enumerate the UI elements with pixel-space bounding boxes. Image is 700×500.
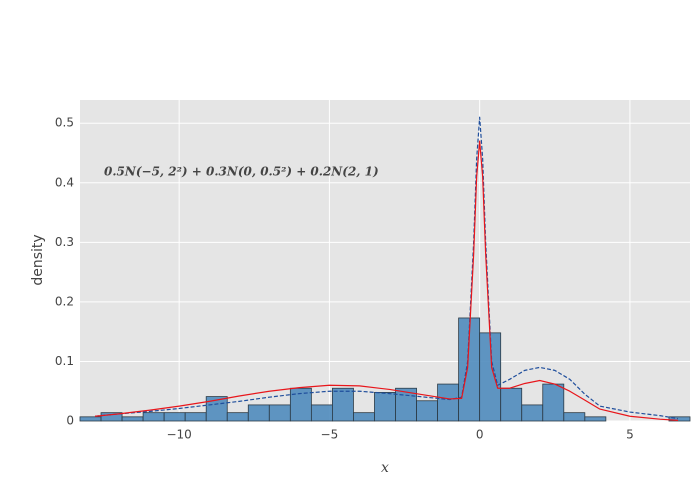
histogram-bar xyxy=(416,400,438,422)
histogram-bar xyxy=(521,404,544,422)
x-tick-label: 5 xyxy=(626,428,634,442)
y-tick-label: 0.4 xyxy=(55,175,74,189)
plot-background xyxy=(80,100,690,421)
histogram-bar xyxy=(500,387,523,422)
annotation: 0.5N(−5, 2²) + 0.3N(0, 0.5²) + 0.2N(2, 1… xyxy=(104,165,379,179)
y-tick-label: 0.3 xyxy=(55,235,74,249)
grid xyxy=(80,100,690,422)
histogram-bar xyxy=(353,412,375,422)
histogram-bar xyxy=(163,412,186,422)
x-tick-label: −10 xyxy=(166,428,191,442)
marks xyxy=(79,116,691,422)
histogram-bar xyxy=(121,416,144,422)
histogram-bar xyxy=(205,396,228,422)
histogram-bar xyxy=(584,416,607,422)
histogram-bar xyxy=(268,404,291,422)
histogram-bar xyxy=(79,416,102,422)
x-tick-label: 0 xyxy=(476,428,484,442)
y-tick-label: 0.2 xyxy=(55,294,74,308)
histogram-bar xyxy=(668,416,691,422)
y-tick-label: 0.1 xyxy=(55,354,74,368)
histogram-bar xyxy=(374,392,396,422)
x-tick-label: −5 xyxy=(321,428,339,442)
histogram-bar xyxy=(184,412,207,422)
histogram-bar xyxy=(247,404,270,422)
histogram-bar xyxy=(563,412,586,422)
histogram-bar xyxy=(542,383,565,422)
y-tick-label: 0 xyxy=(66,414,74,428)
y-axis-label: density xyxy=(30,234,46,285)
histogram-bar xyxy=(142,412,165,422)
x-axis-label: x xyxy=(381,460,389,476)
histogram-bar xyxy=(310,404,333,422)
y-tick-label: 0.5 xyxy=(55,116,74,130)
density-line xyxy=(94,140,679,421)
histogram-bar xyxy=(226,412,249,422)
histogram-bar xyxy=(437,383,460,422)
histogram-bar xyxy=(332,387,354,422)
